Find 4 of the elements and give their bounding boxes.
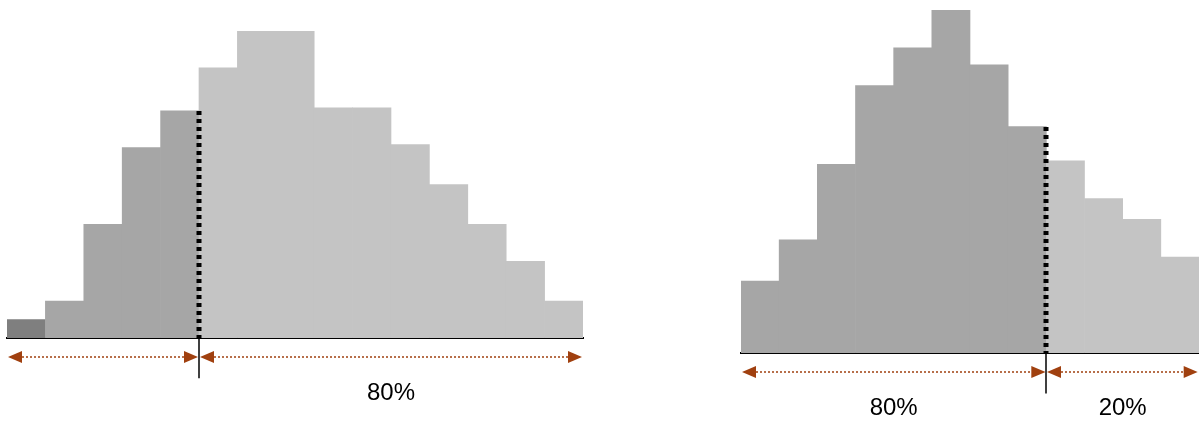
text: 80% <box>868 393 919 421</box>
text: 20% <box>1097 393 1148 421</box>
bar <box>7 319 46 338</box>
text: 80% <box>365 378 416 406</box>
